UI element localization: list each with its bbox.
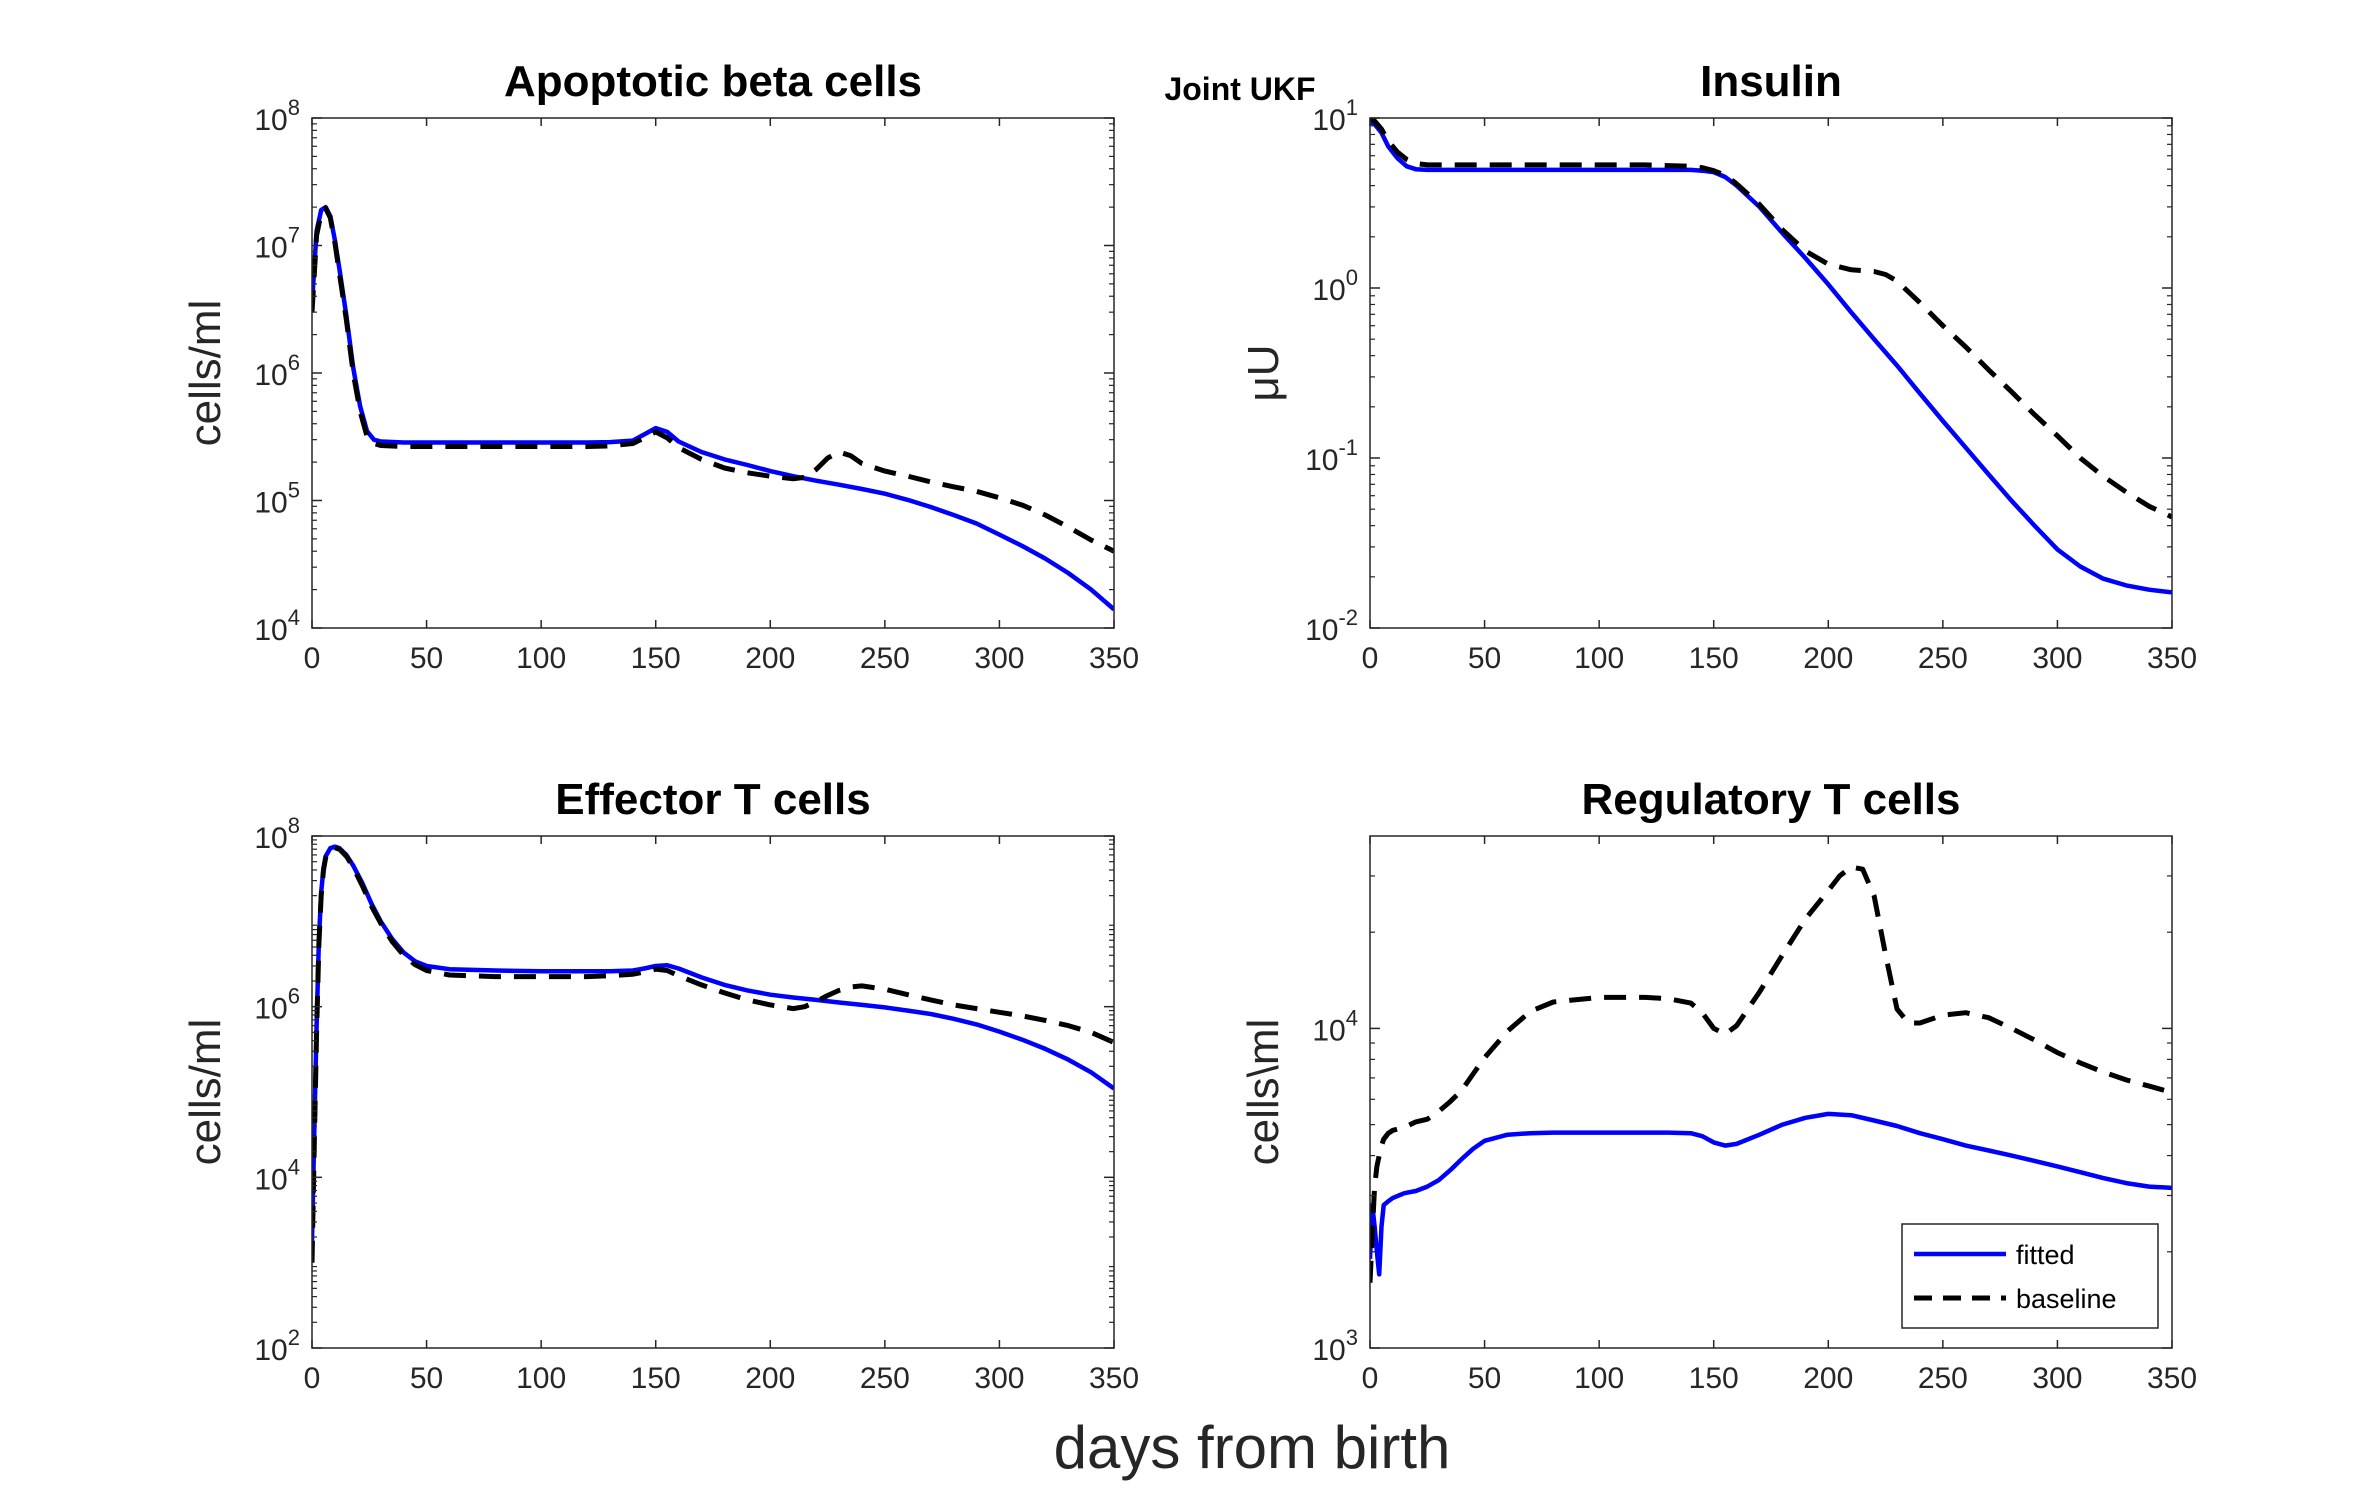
x-tick-label: 350 — [1089, 642, 1139, 675]
x-tick-label: 350 — [2147, 1362, 2197, 1395]
x-tick-label: 250 — [1918, 642, 1968, 675]
figure-xlabel: days from birth — [1054, 1414, 1451, 1481]
legend-box — [1901, 1223, 2159, 1329]
series-group — [312, 844, 1114, 1263]
panel-effector: 0 50 100 150 200 250 300 350 102 104 106 108 Effecto… — [181, 775, 1139, 1395]
panels: 0 50 100 150 200 250 300 350 104 105 106 107 108 Apop… — [181, 57, 2197, 1395]
axes-box — [1369, 117, 2173, 629]
x-tick-label: 200 — [1803, 1362, 1853, 1395]
panel-title: Effector T cells — [555, 775, 870, 824]
legend-label-fitted: fitted — [2016, 1240, 2075, 1270]
x-tick-label: 100 — [1574, 1362, 1624, 1395]
x-tick-label: 250 — [1918, 1362, 1968, 1395]
y-tick-label: 106 — [254, 350, 300, 392]
panel-insulin: 0 50 100 150 200 250 300 350 10-2 10-1 100 101 Insul… — [1239, 57, 2197, 675]
x-tick-label: 50 — [1468, 642, 1501, 675]
y-tick-label: 106 — [254, 984, 300, 1026]
x-tick-label: 300 — [974, 1362, 1024, 1395]
series-line-baseline — [1370, 118, 2172, 520]
x-tick-label: 300 — [974, 642, 1024, 675]
y-axis-label: cells\ml — [1239, 1019, 1288, 1166]
x-tick-label: 350 — [2147, 642, 2197, 675]
y-tick-label: 10-2 — [1305, 605, 1358, 647]
y-tick-label: 108 — [254, 813, 300, 855]
x-tick-label: 0 — [304, 642, 321, 675]
figure-suptitle: Joint UKF — [1164, 71, 1315, 107]
x-tick-label: 300 — [2032, 1362, 2082, 1395]
x-tick-label: 200 — [1803, 642, 1853, 675]
y-tick-label: 102 — [254, 1325, 300, 1367]
x-tick-label: 0 — [1362, 642, 1379, 675]
x-tick-label: 50 — [410, 642, 443, 675]
plot-area — [312, 836, 1114, 1348]
y-tick-label: 100 — [1312, 265, 1358, 307]
series-line-fitted — [1370, 1111, 2172, 1277]
series-group — [312, 204, 1114, 612]
x-tick-label: 0 — [304, 1362, 321, 1395]
series-group — [1370, 118, 2172, 595]
y-axis-label: μU — [1239, 344, 1288, 401]
series-group — [1370, 864, 2172, 1283]
x-tick-label: 50 — [1468, 1362, 1501, 1395]
panel-apoptotic: 0 50 100 150 200 250 300 350 104 105 106 107 108 Apop… — [181, 57, 1139, 675]
x-tick-label: 150 — [631, 1362, 681, 1395]
x-tick-label: 50 — [410, 1362, 443, 1395]
y-tick-label: 104 — [254, 605, 300, 647]
panel-title: Regulatory T cells — [1581, 775, 1960, 824]
plot-area — [312, 118, 1114, 628]
legend-label-baseline: baseline — [2016, 1284, 2117, 1314]
y-tick-label: 107 — [254, 223, 300, 265]
y-tick-label: 101 — [1312, 95, 1358, 137]
y-tick-label: 103 — [1312, 1325, 1358, 1367]
y-axis-label: cells/ml — [181, 1019, 230, 1166]
x-tick-label: 200 — [745, 1362, 795, 1395]
panel-title: Insulin — [1700, 57, 1842, 106]
x-tick-label: 350 — [1089, 1362, 1139, 1395]
y-axis-label: cells/ml — [181, 300, 230, 447]
y-tick-label: 104 — [254, 1154, 300, 1196]
x-tick-label: 100 — [1574, 642, 1624, 675]
series-line-baseline — [312, 206, 1114, 554]
x-tick-label: 200 — [745, 642, 795, 675]
x-tick-label: 150 — [1689, 1362, 1739, 1395]
series-line-baseline — [1370, 864, 2172, 1283]
x-tick-label: 250 — [860, 642, 910, 675]
x-tick-label: 300 — [2032, 642, 2082, 675]
y-tick-label: 105 — [254, 478, 300, 520]
y-tick-label: 104 — [1312, 1005, 1358, 1047]
panel-title: Apoptotic beta cells — [504, 57, 922, 106]
x-tick-label: 150 — [1689, 642, 1739, 675]
plot-area — [1370, 118, 2172, 628]
x-tick-label: 250 — [860, 1362, 910, 1395]
legend: fitted baseline — [1901, 1223, 2159, 1329]
series-line-fitted — [312, 844, 1114, 1241]
x-tick-label: 0 — [1362, 1362, 1379, 1395]
x-tick-label: 150 — [631, 642, 681, 675]
series-line-baseline — [312, 845, 1114, 1263]
axes-box — [311, 835, 1115, 1349]
y-tick-label: 10-1 — [1305, 435, 1358, 477]
x-tick-label: 100 — [516, 1362, 566, 1395]
axes-box — [1369, 835, 2173, 1349]
x-tick-label: 100 — [516, 642, 566, 675]
y-tick-label: 108 — [254, 95, 300, 137]
